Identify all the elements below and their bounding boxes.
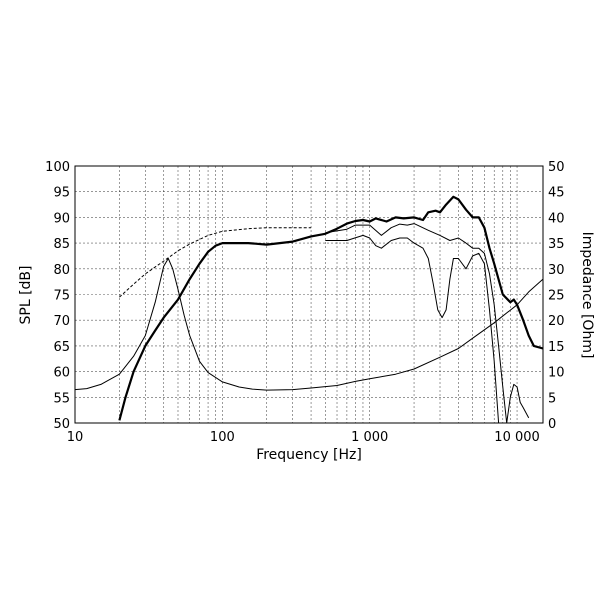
left-tick-label: 85 — [53, 237, 70, 252]
right-axis-title: Impedance [Ohm] — [579, 232, 595, 359]
left-tick-labels: 50 55 60 65 70 75 80 85 90 95 100 — [45, 160, 70, 432]
x-tick-label: 100 — [210, 430, 235, 445]
right-tick-label: 35 — [548, 237, 565, 252]
plot-frame — [74, 165, 544, 424]
x-tick-label: 1 000 — [351, 430, 388, 445]
left-tick-label: 55 — [53, 391, 70, 406]
right-tick-label: 45 — [548, 186, 565, 201]
x-axis-title: Frequency [Hz] — [256, 447, 362, 463]
spl-on-axis-line — [118, 195, 544, 421]
right-tick-label: 5 — [548, 391, 556, 406]
right-tick-labels: 0 5 10 15 20 25 30 35 40 45 50 — [548, 160, 565, 432]
right-tick-label: 25 — [548, 289, 565, 304]
left-axis-title: SPL [dB] — [18, 266, 34, 325]
right-tick-label: 15 — [548, 340, 565, 355]
left-tick-label: 90 — [53, 211, 70, 226]
impedance-line — [74, 258, 544, 391]
grid — [75, 166, 543, 423]
left-tick-label: 95 — [53, 186, 70, 201]
left-tick-label: 75 — [53, 289, 70, 304]
right-tick-label: 40 — [548, 211, 565, 226]
left-tick-label: 70 — [53, 314, 70, 329]
right-tick-label: 50 — [548, 160, 565, 175]
left-tick-label: 65 — [53, 340, 70, 355]
right-tick-label: 20 — [548, 314, 565, 329]
spl-free-air-line — [119, 227, 312, 298]
x-tick-label: 10 — [67, 430, 84, 445]
left-tick-label: 60 — [53, 366, 70, 381]
right-tick-label: 0 — [548, 417, 556, 432]
left-tick-label: 80 — [53, 263, 70, 278]
spl-60deg-line — [325, 234, 500, 424]
left-tick-label: 100 — [45, 160, 70, 175]
spl-30deg-line — [325, 223, 530, 424]
x-tick-label: 10 000 — [494, 430, 540, 445]
right-tick-label: 30 — [548, 263, 565, 278]
x-tick-labels: 10 100 1 000 10 000 — [67, 430, 540, 445]
curves — [74, 195, 544, 424]
right-tick-label: 10 — [548, 366, 565, 381]
left-tick-label: 50 — [53, 417, 70, 432]
